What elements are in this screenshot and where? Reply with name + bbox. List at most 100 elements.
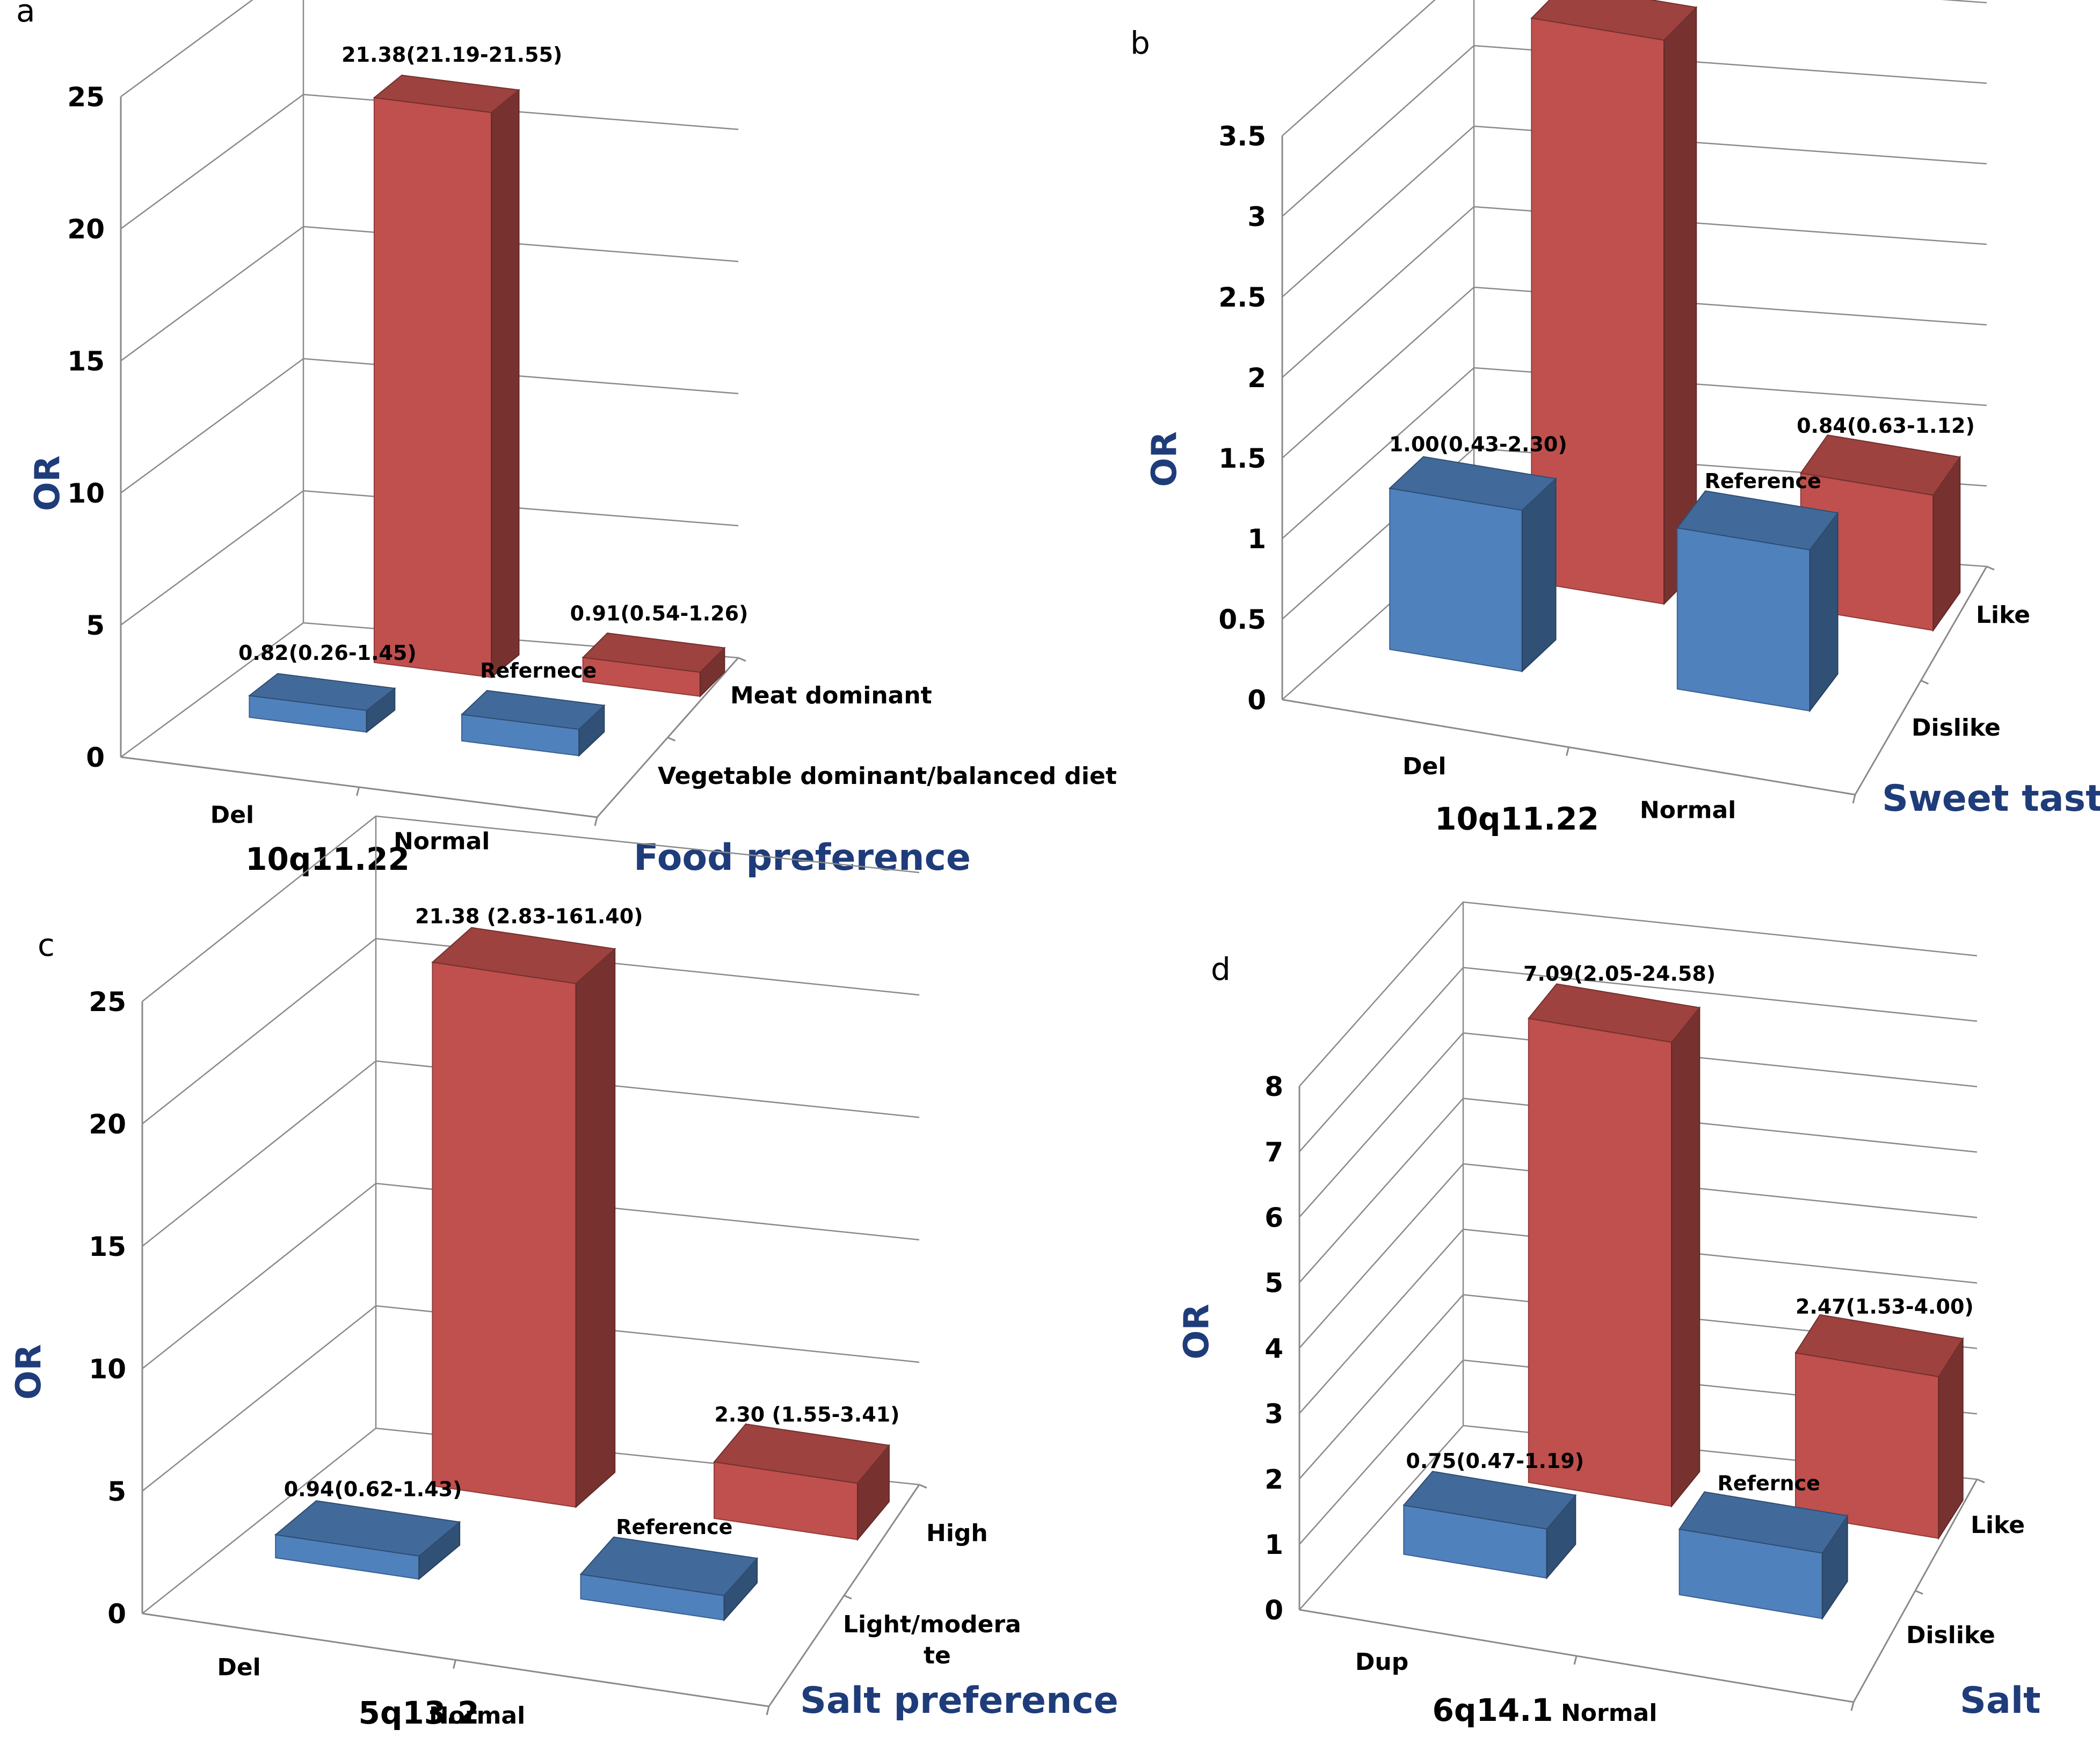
- y-tick-label: 20: [89, 1109, 126, 1140]
- bar-meat-dominant-normal: [582, 633, 726, 698]
- y-tick-label: 0.5: [1218, 604, 1266, 635]
- y-axis-label: OR: [1145, 431, 1185, 487]
- y-tick-label: 0: [1265, 1595, 1283, 1626]
- y-tick-label: 10: [89, 1354, 126, 1385]
- panel-letter: b: [1130, 25, 1150, 61]
- x-category-label: Dup: [1355, 1648, 1408, 1676]
- z-tick: [919, 1484, 927, 1489]
- bar-like-normal: [1794, 1314, 1964, 1540]
- z-category-label: Like: [1976, 601, 2030, 629]
- x-category-label: Del: [210, 801, 254, 828]
- x-tick: [1852, 794, 1856, 804]
- x-category-label: Normal: [394, 828, 490, 855]
- data-label: Refernce: [1717, 1471, 1820, 1495]
- y-tick-label: 0: [1247, 685, 1266, 716]
- y-axis-label: OR: [1177, 1304, 1217, 1360]
- y-tick-label: 3.5: [1218, 121, 1266, 152]
- x-tick: [1850, 1702, 1855, 1711]
- y-tick-label: 5: [1265, 1268, 1283, 1299]
- data-label: 2.30 (1.55-3.41): [714, 1402, 899, 1426]
- y-tick-label: 2: [1247, 362, 1266, 394]
- z-category-label: Light/modera te: [843, 1611, 1021, 1669]
- y-tick-label: 5: [86, 610, 105, 641]
- z-tick: [667, 737, 676, 742]
- data-label: Reference: [616, 1515, 732, 1539]
- y-tick-label: 15: [89, 1231, 126, 1262]
- z-category-label: High: [926, 1520, 988, 1547]
- z-tick: [844, 1595, 852, 1600]
- x-tick: [356, 787, 360, 796]
- bar-vegetable-dominant-balanced-diet-del: [248, 673, 396, 733]
- y-tick-label: 1.5: [1218, 443, 1266, 474]
- gridline: [120, 0, 253, 98]
- y-tick-label: 8: [1265, 1071, 1283, 1102]
- chart-panel-d: d 0 1 2 3 4 5 6 7 8 7.09(2.05-24.58) 2.47(1.53-4.00…: [1177, 901, 2041, 1728]
- y-axis-label: OR: [9, 1344, 49, 1400]
- x-tick: [1573, 1655, 1578, 1665]
- z-tick: [1986, 565, 1995, 571]
- data-label: 21.38(21.19-21.55): [341, 43, 562, 67]
- x-category-label: Normal: [1640, 796, 1736, 824]
- x-category-label: Del: [217, 1654, 260, 1681]
- x-tick: [766, 1706, 770, 1716]
- data-label: 1.00(0.43-2.30): [1389, 432, 1567, 456]
- bar-like-dup: [1527, 983, 1701, 1508]
- x-category-label: Normal: [429, 1702, 525, 1729]
- x-tick: [594, 817, 598, 826]
- z-tick: [1977, 1478, 1985, 1484]
- data-label: 21.38 (2.83-161.40): [415, 905, 643, 928]
- y-tick-label: 6: [1265, 1202, 1283, 1233]
- z-category-label: Vegetable dominant/balanced diet: [658, 762, 1117, 790]
- x-category-label: Del: [1403, 753, 1446, 780]
- y-tick-label: 15: [67, 346, 105, 377]
- bar-light-modera-te-normal: [579, 1536, 759, 1622]
- y-tick-label: 7: [1265, 1137, 1283, 1168]
- y-tick-label: 3: [1247, 201, 1266, 232]
- gridline: [1282, 0, 1987, 136]
- x-category-label: Normal: [1561, 1699, 1657, 1727]
- z-tick: [738, 657, 746, 662]
- z-category-label: Dislike: [1912, 714, 2001, 742]
- chart-panel-c: c 0 5 10 15 20 25 21.38 (2.83-161.40) 2.30 (1.55…: [9, 815, 1118, 1731]
- bar-high-normal: [713, 1423, 890, 1542]
- y-tick-label: 2: [1265, 1464, 1283, 1495]
- data-label: 0.82(0.26-1.45): [238, 641, 417, 665]
- z-tick: [1915, 1590, 1923, 1595]
- bar-dislike-del: [1389, 456, 1557, 673]
- y-tick-label: 0: [86, 742, 105, 773]
- y-tick-label: 4: [1265, 1333, 1283, 1364]
- data-label: 7.09(2.05-24.58): [1523, 962, 1716, 986]
- z-axis-title: Salt: [1960, 1680, 2041, 1722]
- x-axis-title: 10q11.22: [245, 841, 410, 877]
- z-axis-title: Sweet taste: [1882, 777, 2100, 820]
- z-axis-title: Salt preference: [800, 1680, 1118, 1722]
- bar-like-del: [1530, 0, 1698, 606]
- data-label: 0.84(0.63-1.12): [1797, 414, 1975, 438]
- bar-meat-dominant-del: [373, 75, 520, 679]
- bar-dislike-normal: [1678, 1491, 1849, 1620]
- y-tick-label: 0: [107, 1598, 126, 1630]
- y-axis-label: OR: [28, 455, 68, 511]
- y-tick-label: 20: [67, 214, 105, 245]
- z-category-label: Like: [1971, 1511, 2025, 1539]
- x-axis-title: 6q14.1: [1433, 1692, 1553, 1728]
- panel-letter: d: [1211, 951, 1231, 987]
- data-label: 2.47(1.53-4.00): [1796, 1295, 1974, 1318]
- chart-panel-a: a 0 5 10 15 20 25 21.38(21.19-21.55) 0.91(0.54-1…: [16, 0, 1117, 879]
- y-tick-label: 25: [89, 986, 126, 1018]
- data-label: 0.91(0.54-1.26): [570, 602, 749, 626]
- chart-panel-b: b00.511.522.533.53.50 (1.61-7.59)0.84(0.…: [1130, 0, 2100, 837]
- x-tick: [1566, 747, 1569, 756]
- bar-dislike-dup: [1403, 1471, 1577, 1580]
- x-axis-title: 10q11.22: [1435, 801, 1599, 837]
- y-tick-label: 3: [1265, 1398, 1283, 1429]
- z-tick: [1920, 680, 1929, 685]
- z-category-label: Meat dominant: [730, 682, 932, 709]
- x-axis-title: 5q13.2: [359, 1695, 479, 1731]
- data-label: Refernece: [480, 659, 597, 682]
- x-tick: [453, 1660, 456, 1669]
- data-label: 0.94(0.62-1.43): [284, 1478, 462, 1501]
- y-tick-label: 1: [1247, 524, 1266, 555]
- bar-dislike-normal: [1676, 490, 1839, 713]
